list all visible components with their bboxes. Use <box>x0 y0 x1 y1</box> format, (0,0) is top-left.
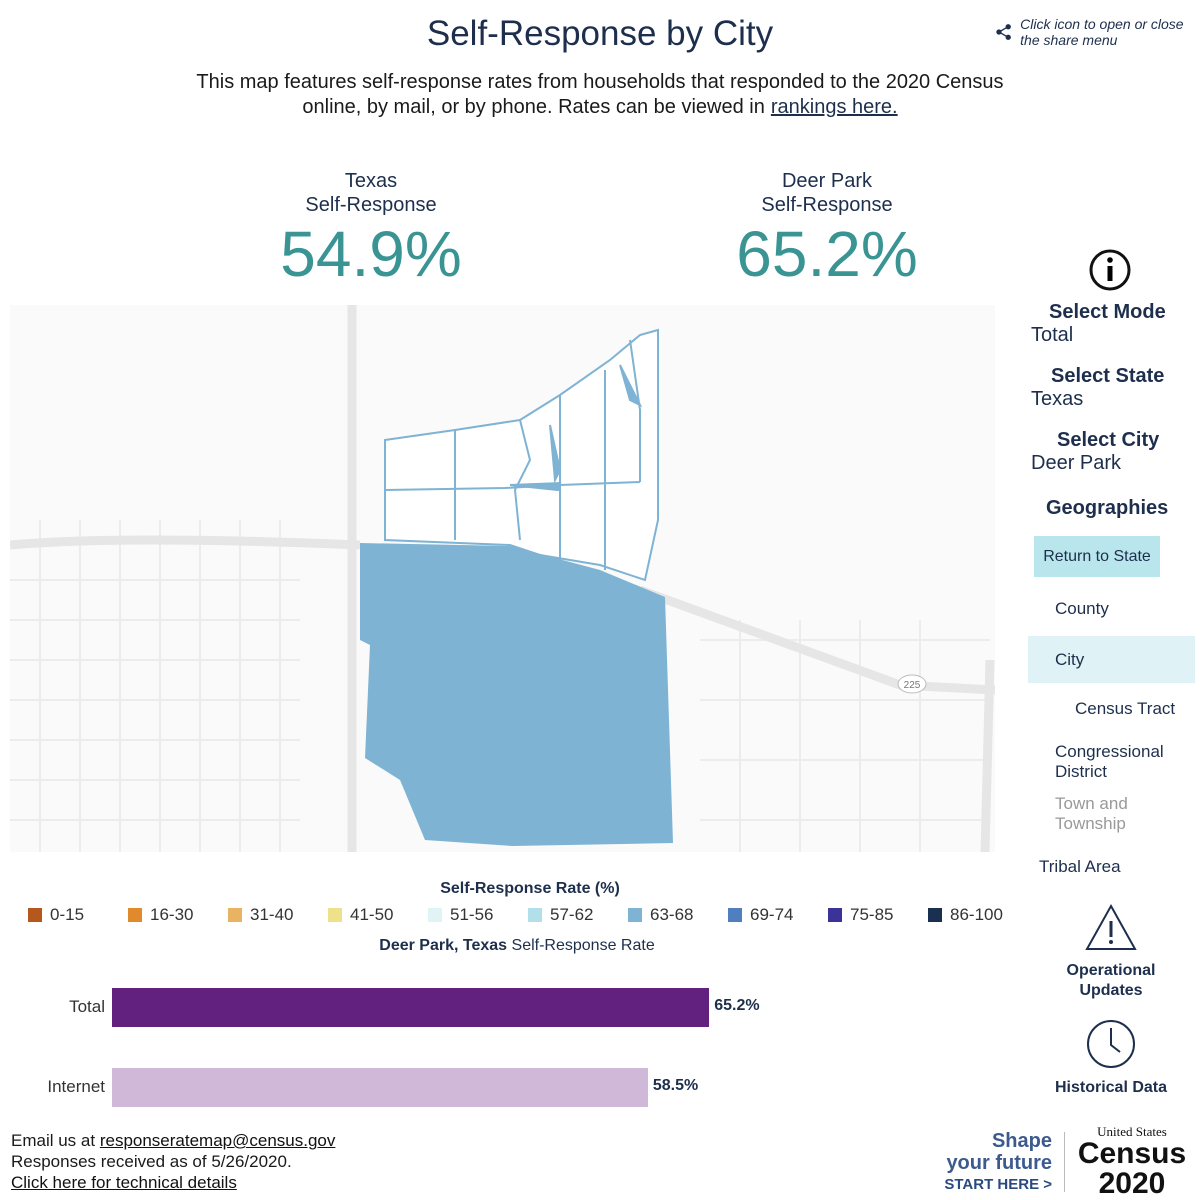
bar-value-label: 65.2% <box>714 997 760 1014</box>
legend-item: 57-62 <box>528 905 628 925</box>
census-2020-logo: United States Census 2020 <box>1074 1124 1190 1199</box>
legend-swatch <box>628 908 642 922</box>
legend-item: 51-56 <box>428 905 528 925</box>
bar-internet[interactable] <box>112 1068 648 1107</box>
shape-your-future-logo[interactable]: Shape your future START HERE > <box>940 1130 1052 1196</box>
city-value[interactable]: Deer Park <box>1031 452 1122 474</box>
legend-label: 69-74 <box>750 905 794 924</box>
legend-swatch <box>328 908 342 922</box>
share-hint: Click icon to open or close the share me… <box>1020 16 1184 48</box>
bar-title-bold: Deer Park, Texas <box>379 937 508 954</box>
subtitle-text: This map features self-response rates fr… <box>196 71 1004 118</box>
deer-park-city-polygon[interactable] <box>360 543 673 846</box>
logo-text: Census <box>1077 1137 1187 1170</box>
legend-item: 31-40 <box>228 905 328 925</box>
share-button[interactable]: Click icon to open or close the share me… <box>995 16 1195 48</box>
info-icon[interactable] <box>1088 248 1132 292</box>
legend-title: Self-Response Rate (%) <box>440 880 620 897</box>
logo-text: United States <box>1097 1124 1167 1139</box>
warning-icon[interactable] <box>1084 903 1138 953</box>
legend-item: 75-85 <box>828 905 928 925</box>
subtitle: This map features self-response rates fr… <box>190 70 1010 120</box>
bar-total[interactable] <box>112 988 710 1027</box>
stat-label: Self-Response <box>761 194 893 216</box>
geo-town-township: Town and Township <box>1055 794 1128 833</box>
email-prefix: Email us at <box>11 1131 96 1150</box>
legend: 0-15 16-30 31-40 41-50 51-56 57-62 63-68 69-74 7… <box>28 905 1028 925</box>
bar-value-label: 58.5% <box>652 1077 699 1094</box>
mode-selector[interactable]: Select Mode Total <box>1031 301 1166 347</box>
geo-census-tract[interactable]: Census Tract <box>1075 699 1176 718</box>
geo-city-label: City <box>1055 650 1085 669</box>
legend-item: 16-30 <box>128 905 228 925</box>
legend-label: 41-50 <box>350 905 394 924</box>
north-tracts <box>384 328 659 582</box>
stat-label: Deer Park <box>781 170 873 192</box>
mode-label: Select Mode <box>1049 301 1166 323</box>
legend-item: 86-100 <box>928 905 1028 925</box>
bar-category-label: Internet <box>47 1077 105 1096</box>
bar-category-label: Total <box>69 997 105 1016</box>
city-stat: Deer Park Self-Response 65.2% <box>677 169 977 289</box>
legend-swatch <box>828 908 842 922</box>
logo-text: your future <box>946 1152 1052 1174</box>
legend-label: 31-40 <box>250 905 294 924</box>
stat-value: 54.9% <box>280 218 462 290</box>
footer: Email us at responseratemap@census.gov R… <box>11 1130 335 1193</box>
legend-swatch <box>728 908 742 922</box>
legend-swatch <box>428 908 442 922</box>
logo-text: Shape <box>991 1130 1052 1152</box>
return-to-state-button[interactable]: Return to State <box>1034 536 1160 577</box>
map[interactable]: 225 <box>10 305 995 852</box>
stat-value: 65.2% <box>736 218 918 290</box>
legend-item: 69-74 <box>728 905 828 925</box>
legend-item: 63-68 <box>628 905 728 925</box>
geographies-heading: Geographies <box>1046 497 1169 519</box>
received-date: Responses received as of 5/26/2020. <box>11 1152 292 1171</box>
logo-text: 2020 <box>1098 1167 1166 1200</box>
technical-details-link[interactable]: Click here for technical details <box>11 1173 237 1192</box>
legend-label: 16-30 <box>150 905 194 924</box>
legend-swatch <box>228 908 242 922</box>
state-selector[interactable]: Select State Texas <box>1031 365 1164 411</box>
legend-label: 51-56 <box>450 905 494 924</box>
legend-label: 75-85 <box>850 905 894 924</box>
clock-icon[interactable] <box>1086 1019 1136 1069</box>
stat-label: Self-Response <box>305 194 437 216</box>
legend-swatch <box>128 908 142 922</box>
share-icon[interactable] <box>995 19 1012 45</box>
logo-text: START HERE > <box>944 1176 1052 1193</box>
email-link[interactable]: responseratemap@census.gov <box>99 1131 336 1150</box>
rankings-link[interactable]: rankings here. <box>770 96 898 118</box>
legend-label: 63-68 <box>650 905 694 924</box>
logo-divider <box>1064 1132 1065 1192</box>
highway-shield-label: 225 <box>904 680 921 691</box>
legend-label: 86-100 <box>950 905 1003 924</box>
geo-county[interactable]: County <box>1055 599 1109 618</box>
bar-chart-title: Deer Park, Texas Self-Response Rate <box>0 937 1034 955</box>
state-stat: Texas Self-Response 54.9% <box>221 169 521 289</box>
mode-value[interactable]: Total <box>1031 324 1074 346</box>
legend-item: 0-15 <box>28 905 128 925</box>
geo-congressional-district[interactable]: Congressional District <box>1055 742 1164 781</box>
geo-city-selected[interactable]: City <box>1028 636 1195 683</box>
street-grid <box>10 520 990 852</box>
state-value[interactable]: Texas <box>1031 388 1084 410</box>
bar-title-rest: Self-Response Rate <box>511 937 655 954</box>
geo-tribal-area[interactable]: Tribal Area <box>1039 857 1121 876</box>
state-label: Select State <box>1051 365 1165 387</box>
legend-swatch <box>28 908 42 922</box>
page-title: Self-Response by City <box>426 14 774 53</box>
historical-data-link[interactable]: Historical Data <box>1054 1079 1168 1096</box>
stat-label: Texas <box>344 170 398 192</box>
legend-item: 41-50 <box>328 905 428 925</box>
legend-swatch <box>528 908 542 922</box>
legend-label: 57-62 <box>550 905 594 924</box>
highway-shield <box>897 674 927 694</box>
legend-swatch <box>928 908 942 922</box>
operational-updates-link[interactable]: Operational Updates <box>1066 962 1156 999</box>
city-selector[interactable]: Select City Deer Park <box>1031 429 1159 475</box>
legend-label: 0-15 <box>50 905 85 924</box>
city-label: Select City <box>1057 429 1160 451</box>
